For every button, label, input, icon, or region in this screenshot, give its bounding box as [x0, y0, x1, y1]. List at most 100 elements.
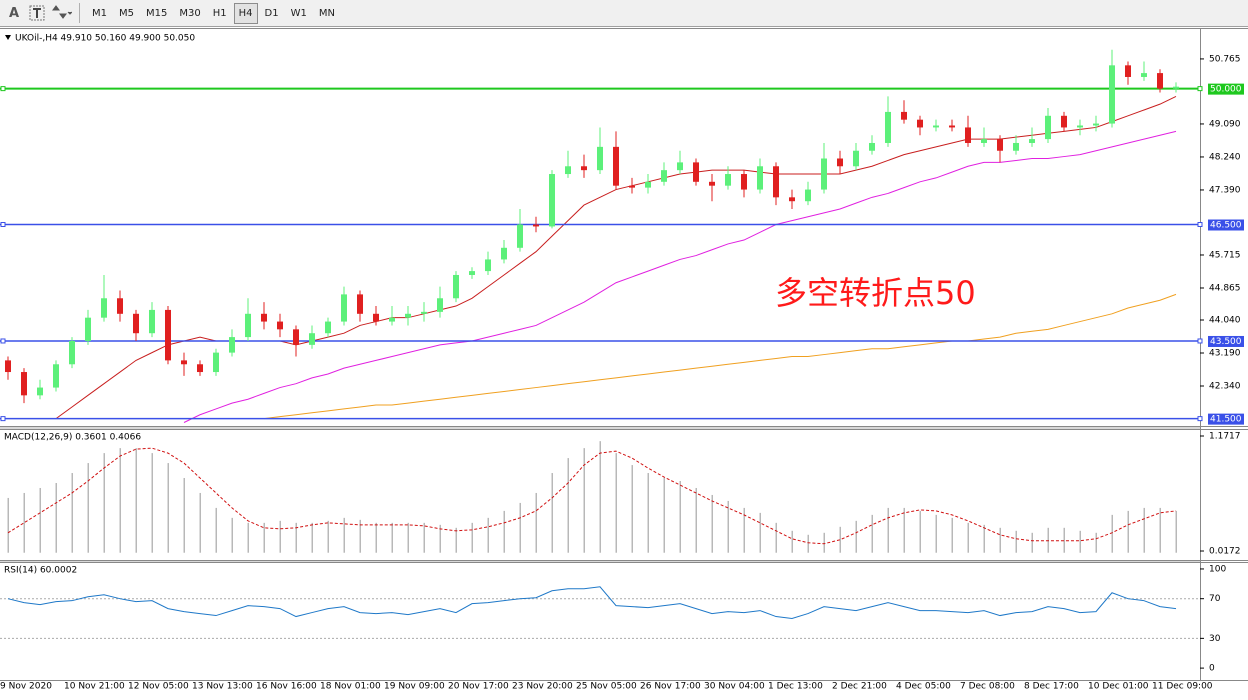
macd-bar	[935, 514, 937, 553]
timeframe-button[interactable]: M5	[119, 7, 134, 19]
menu-arrow[interactable]	[5, 35, 11, 40]
candle-body	[101, 298, 107, 318]
macd-bar	[327, 520, 329, 553]
timeframe-button[interactable]: D1	[264, 7, 279, 19]
macd-bar	[343, 517, 345, 553]
timeframe-button[interactable]: H1	[212, 7, 227, 19]
macd-bar	[631, 465, 633, 553]
macd-bar	[247, 522, 249, 553]
timeframe-button[interactable]: W1	[290, 7, 307, 19]
macd-bar	[599, 441, 601, 553]
macd-bar	[519, 502, 521, 553]
candle-body	[821, 158, 827, 190]
candle-body	[1045, 115, 1051, 140]
candle-body	[661, 170, 667, 182]
candle-body	[485, 259, 491, 272]
macd-bar	[951, 517, 953, 553]
macd-bar	[407, 522, 409, 553]
candle-body	[645, 181, 651, 188]
candle-body	[1157, 73, 1163, 89]
candle-body	[5, 360, 11, 373]
y-tick-label: 44.865	[1209, 283, 1241, 293]
macd-bar	[135, 448, 137, 553]
macd-bar	[887, 507, 889, 553]
candle-body	[533, 224, 539, 227]
macd-bar	[1031, 532, 1033, 553]
macd-bar	[583, 448, 585, 553]
candle-body	[965, 127, 971, 143]
candle-body	[597, 146, 603, 171]
macd-bar	[279, 520, 281, 553]
macd-bar	[967, 522, 969, 553]
level-label-box	[1208, 335, 1244, 347]
candle-body	[1029, 139, 1035, 143]
y-tick-label: 42.340	[1209, 382, 1241, 392]
timeframe-button[interactable]: MN	[318, 7, 335, 19]
macd-bar	[871, 514, 873, 553]
x-tick-label: 10 Nov 21:00	[64, 682, 125, 692]
candle-body	[1077, 125, 1083, 128]
candle-body	[197, 364, 203, 373]
candle-body	[117, 298, 123, 314]
candle-body	[885, 111, 891, 143]
candle-body	[581, 166, 587, 171]
candle-body	[341, 294, 347, 322]
macd-bar	[775, 522, 777, 553]
timeframes: M1 M5 M15 M30 H1 H4 D1 W1 MN	[87, 2, 340, 24]
macd-bar	[903, 507, 905, 553]
macd-bar	[167, 463, 169, 553]
candle-body	[677, 162, 683, 171]
macd-bar	[1095, 532, 1097, 553]
candle-body	[261, 313, 267, 322]
level-label: 41.500	[1210, 415, 1242, 425]
candle-body	[741, 174, 747, 190]
level-label-box	[1208, 219, 1244, 231]
x-tick-label: 10 Dec 01:00	[1088, 682, 1149, 692]
macd-bar	[999, 527, 1001, 553]
timeframe-button[interactable]: H4	[233, 2, 258, 24]
timeframe-button[interactable]: M1	[92, 7, 107, 19]
x-tick-label: 16 Nov 16:00	[256, 682, 317, 692]
macd-bar	[855, 520, 857, 553]
macd-bar	[567, 458, 569, 553]
macd-bar	[439, 524, 441, 553]
macd-bar	[87, 463, 89, 553]
candle-body	[309, 333, 315, 345]
timeframe-button[interactable]: M30	[179, 7, 201, 19]
macd-bar	[375, 522, 377, 553]
level-label-box	[1208, 413, 1244, 425]
candle-body	[1125, 65, 1131, 77]
macd-signal	[7, 447, 1177, 545]
macd-bar	[1111, 514, 1113, 553]
candle-body	[1173, 86, 1179, 89]
level-handle	[0, 86, 6, 92]
macd-bar	[743, 507, 745, 553]
text-label-tool[interactable]	[28, 4, 46, 22]
macd-bar	[1079, 530, 1081, 553]
macd-bar	[55, 482, 57, 553]
x-tick-label: 25 Nov 05:00	[576, 682, 637, 692]
level-handle	[0, 338, 6, 344]
macd-bar	[983, 524, 985, 553]
x-tick-label: 19 Nov 09:00	[384, 682, 445, 692]
x-tick-label: 7 Dec 08:00	[960, 682, 1015, 692]
candle-body	[277, 321, 283, 330]
x-tick-label: 12 Nov 05:00	[128, 682, 189, 692]
candle-body	[85, 317, 91, 341]
macd-bar	[551, 473, 553, 553]
candle-body	[613, 146, 619, 186]
macd-bar	[823, 532, 825, 553]
candle-body	[933, 125, 939, 128]
macd-bar	[663, 478, 665, 553]
y-tick-label: 47.390	[1209, 185, 1241, 195]
macd-bar	[695, 487, 697, 553]
candle-body	[421, 311, 427, 314]
timeframe-button[interactable]: M15	[146, 7, 168, 19]
macd-bar	[615, 453, 617, 553]
candle-body	[517, 224, 523, 248]
text-tool[interactable]: A	[8, 5, 20, 21]
macd-bar	[791, 530, 793, 553]
arrows-tool[interactable]	[50, 4, 72, 22]
macd-bar	[359, 519, 361, 553]
